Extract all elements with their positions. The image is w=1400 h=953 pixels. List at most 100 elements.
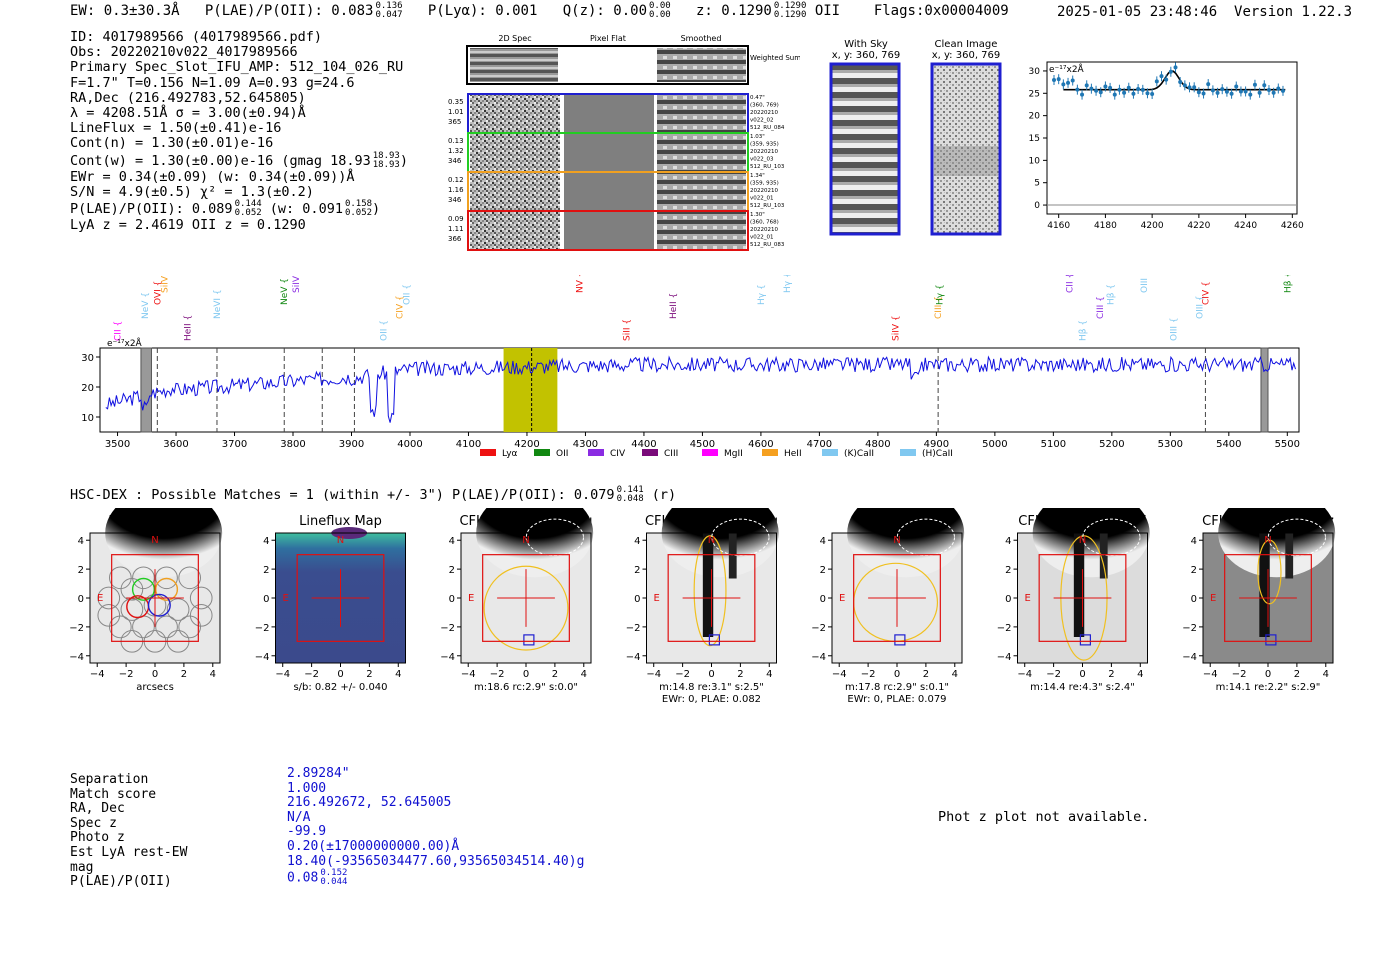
panel-caption: m:14.1 re:2.2" s:2.9": [1216, 682, 1321, 693]
panel-x-tick: 2: [737, 669, 743, 680]
emission-line-label: OIII {: [1140, 275, 1150, 293]
fit-data-point: [1271, 90, 1276, 95]
fit-data-point: [1262, 83, 1267, 88]
panel-x-tick: 4: [766, 669, 772, 680]
panel-y-tick: 0: [263, 594, 269, 605]
clean-xy: x, y: 360, 769: [932, 50, 1001, 61]
emission-line-label: CIII {: [934, 296, 944, 319]
value-specz: N/A: [287, 809, 311, 825]
spec-x-tick: 5000: [982, 439, 1007, 450]
version: Version 1.22.3: [1234, 4, 1353, 20]
imaging-panels: Fiber PositionsNE−4−4−2−2002244arcsecsLi…: [69, 508, 1336, 705]
emission-line-label: NeV {: [280, 278, 290, 305]
emission-line-label: NeVI {: [213, 289, 223, 319]
cutout-left-label: 1.16: [448, 186, 464, 194]
panel-x-tick: 4: [1323, 669, 1329, 680]
spec-x-tick: 5500: [1275, 439, 1300, 450]
panel-y-tick: −2: [811, 623, 826, 634]
panel-y-tick: 0: [78, 594, 84, 605]
fit-data-point: [1215, 90, 1220, 95]
cutout-right-label: 512_RU_083: [750, 242, 785, 248]
fit-data-point: [1266, 88, 1271, 93]
cutout-right-label: 512_RU_084: [750, 125, 785, 131]
fit-data-point: [1257, 90, 1262, 95]
panel-x-tick: −2: [304, 669, 319, 680]
east-label: E: [282, 593, 288, 604]
label-mag: mag: [70, 859, 94, 875]
panel-x-tick: −4: [1017, 669, 1032, 680]
panel-x-tick: 0: [708, 669, 714, 680]
fit-unit-label: e⁻¹⁷x2Å: [1049, 63, 1085, 75]
label-separation: Separation: [70, 772, 149, 787]
plae-value: P(LAE)/P(OII): 0.083: [204, 3, 374, 19]
cutout-header-2d: 2D Spec: [498, 34, 531, 43]
fit-y-tick: 25: [1029, 89, 1040, 99]
panel-x-tick: 0: [152, 669, 158, 680]
fit-data-point: [1122, 90, 1127, 95]
spec-x-tick: 3800: [280, 439, 305, 450]
value-radec: 216.492672, 52.645005: [287, 795, 452, 811]
cutout-right-label: (359, 935): [750, 181, 779, 187]
panel-y-tick: −2: [255, 623, 270, 634]
fit-y-tick: 5: [1034, 179, 1040, 189]
spec-x-tick: 4000: [397, 439, 422, 450]
fit-data-point: [1168, 69, 1173, 74]
clean-title: Clean Image: [935, 39, 998, 50]
fit-x-tick: 4260: [1281, 221, 1304, 231]
spec-x-tick: 4200: [514, 439, 539, 450]
full-spectrum: CII {NeV {OVI {SiIV {HeII {NeVI {NeV {Si…: [81, 275, 1300, 459]
fit-data-point: [1131, 91, 1136, 96]
legend-label: (H)CaII: [922, 449, 953, 459]
fit-data-point: [1108, 85, 1113, 90]
legend-label: (K)CaII: [844, 449, 874, 459]
emission-line-label: OII {: [402, 284, 412, 305]
info-contw: Cont(w) = 1.30(±0.00)e-16 (gmag 18.93 18.…: [70, 150, 408, 170]
cutout-right-label: (360, 769): [750, 103, 779, 109]
spec-x-tick: 4300: [573, 439, 598, 450]
panel-x-tick: 0: [337, 669, 343, 680]
info-plae: P(LAE)/P(OII): 0.089 0.144 0.052 (w: 0.091…: [70, 199, 381, 219]
panel-y-tick: 2: [78, 565, 84, 576]
spec-x-tick: 4800: [865, 439, 890, 450]
panel-y-tick: 0: [1191, 594, 1197, 605]
cutout-right-label: v022_01: [750, 196, 774, 202]
value-separation: 2.89284": [287, 766, 350, 781]
match-values: 2.89284" 1.000 216.492672, 52.645005 N/A…: [287, 766, 584, 887]
emission-line-label: SiIV {: [891, 315, 901, 341]
qz-value: Q(z): 0.00: [562, 3, 648, 19]
panel-x-tick: −4: [90, 669, 105, 680]
emission-line-label: Hγ {: [935, 284, 945, 305]
cutout-left-label: 1.32: [448, 147, 464, 155]
legend-swatch: [642, 449, 658, 456]
cutout-right-label: 512_RU_103: [750, 164, 785, 170]
emission-line-label: Hγ {: [783, 275, 793, 293]
fit-y-tick: 10: [1029, 156, 1041, 166]
fit-x-tick: 4220: [1187, 221, 1210, 231]
legend-swatch: [480, 449, 496, 456]
info-sn: S/N = 4.9(±0.5) χ² = 1.3(±0.2): [70, 183, 314, 200]
info-ewr: EWr = 0.34(±0.09) (w: 0.34(±0.09))Å: [70, 168, 355, 185]
legend-label: MgII: [724, 449, 743, 459]
fit-data-point: [1052, 77, 1057, 82]
emission-line-label: OVI {: [153, 281, 163, 305]
panel-caption: arcsecs: [136, 682, 174, 693]
north-label: N: [708, 535, 715, 546]
fit-data-point: [1159, 74, 1164, 79]
fit-data-point: [1234, 84, 1239, 89]
fit-data-point: [1192, 85, 1197, 90]
image-panel: CFHTLS/Meg(24.4) zNE−4−4−2−2002244m:14.1…: [1182, 508, 1336, 693]
emission-line-label: HeII {: [184, 315, 194, 341]
fit-data-point: [1056, 77, 1061, 82]
spec-x-tick: 4400: [631, 439, 656, 450]
fit-data-point: [1089, 86, 1094, 91]
cutout-right-label: 20220210: [750, 188, 778, 194]
flags-value: Flags:0x00004009: [873, 3, 1009, 19]
fit-y-tick: 0: [1034, 201, 1040, 211]
emission-line-label: Hβ {: [1107, 284, 1117, 305]
legend-swatch: [762, 449, 778, 456]
cutout-header-flat: Pixel Flat: [590, 34, 626, 43]
panel-x-tick: 4: [1137, 669, 1143, 680]
panel-x-tick: −2: [119, 669, 134, 680]
panel-y-tick: 2: [634, 565, 640, 576]
panel-y-tick: −4: [626, 652, 641, 663]
